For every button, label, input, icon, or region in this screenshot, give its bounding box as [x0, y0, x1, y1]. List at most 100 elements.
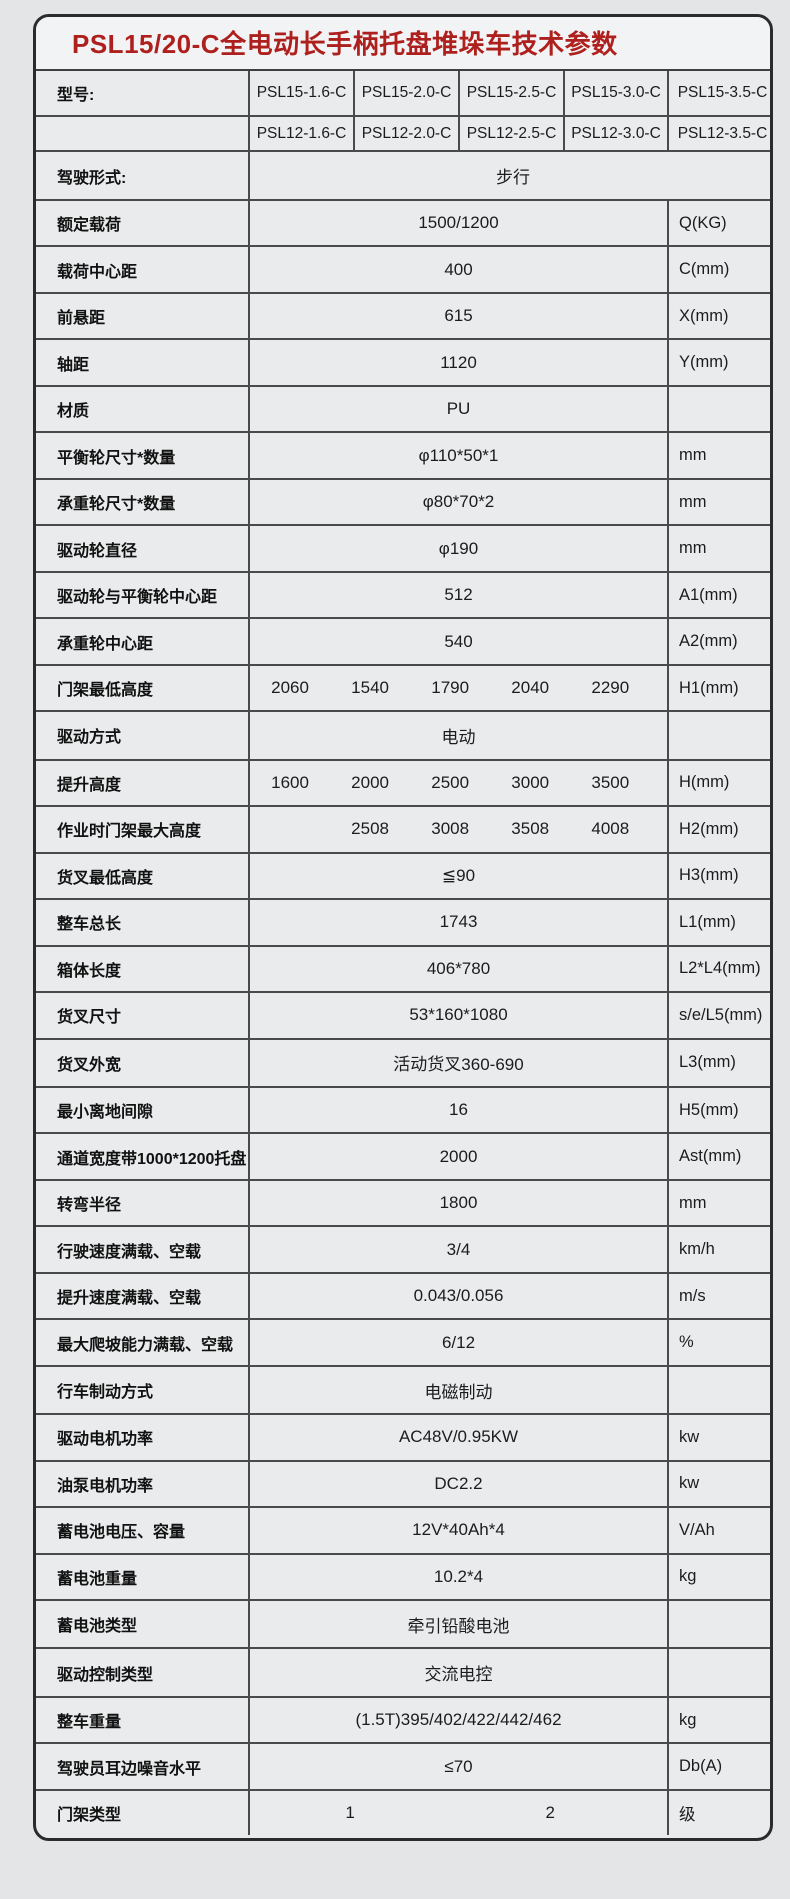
model-header-row-psl15: 型号: PSL15-1.6-C PSL15-2.0-C PSL15-2.5-C … [36, 71, 770, 117]
spec-row-front-overhang: 前悬距 615 X(mm) [36, 292, 770, 341]
spec-unit: Y(mm) [668, 339, 770, 387]
spec-subvalue: 2500 [431, 772, 470, 792]
spec-unit: mm [668, 525, 770, 573]
spec-value: 12V*40Ah*4 [249, 1507, 669, 1555]
model-name-cell: PSL12-2.0-C [354, 115, 460, 153]
spec-label: 整车总长 [36, 899, 250, 947]
spec-subvalue: 3508 [511, 819, 550, 839]
spec-unit: H5(mm) [668, 1086, 770, 1135]
spec-row-mast-min-height: 门架最低高度 2060 1540 1790 2040 2290 H1(mm) [36, 664, 770, 713]
spec-label: 门架最低高度 [36, 664, 250, 713]
spec-label: 驱动轮直径 [36, 525, 250, 573]
spec-value: 1500/1200 [249, 199, 669, 248]
spec-unit: L1(mm) [668, 899, 770, 947]
spec-value: 1800 [249, 1179, 669, 1228]
spec-values: 2508 3008 3508 4008 [249, 806, 669, 854]
spec-label: 最小离地间隙 [36, 1086, 250, 1135]
spec-subvalue: 2290 [591, 678, 630, 698]
spec-row-drive-control-type: 驱动控制类型 交流电控 [36, 1648, 770, 1698]
spec-label: 轴距 [36, 339, 250, 387]
spec-value: 6/12 [249, 1319, 669, 1367]
spec-label: 蓄电池重量 [36, 1553, 250, 1602]
spec-label: 货叉尺寸 [36, 992, 250, 1040]
spec-label: 载荷中心距 [36, 246, 250, 294]
spec-row-body-length: 箱体长度 406*780 L2*L4(mm) [36, 945, 770, 994]
spec-value: 10.2*4 [249, 1553, 669, 1602]
spec-row-gradeability: 最大爬坡能力满载、空载 6/12 % [36, 1319, 770, 1367]
spec-value: 3/4 [249, 1226, 669, 1274]
spec-label: 承重轮中心距 [36, 618, 250, 666]
spec-subvalue: 2060 [271, 678, 309, 698]
spec-label: 门架类型 [36, 1789, 250, 1835]
spec-unit: Ast(mm) [668, 1133, 770, 1181]
spec-unit: s/e/L5(mm) [668, 992, 770, 1040]
model-name-cell: PSL15-2.5-C [459, 71, 565, 117]
spec-row-turning-radius: 转弯半径 1800 mm [36, 1179, 770, 1228]
spec-unit: H2(mm) [668, 806, 770, 854]
spec-row-total-weight: 整车重量 (1.5T)395/402/422/442/462 kg [36, 1696, 770, 1745]
spec-row-material: 材质 PU [36, 385, 770, 434]
spec-value: (1.5T)395/402/422/442/462 [249, 1696, 669, 1745]
model-name-cell: PSL15-3.0-C [564, 71, 669, 117]
spec-subvalue: 3008 [431, 819, 470, 839]
spec-unit: mm [668, 478, 770, 527]
spec-unit: mm [668, 1179, 770, 1228]
spec-row-lift-speed: 提升速度满载、空载 0.043/0.056 m/s [36, 1272, 770, 1321]
spec-value: 1743 [249, 899, 669, 947]
model-name-cell: PSL12-3.5-C [668, 115, 770, 153]
spec-subvalue: 2 [545, 1802, 555, 1822]
spec-unit: H(mm) [668, 759, 770, 808]
spec-value: 电磁制动 [249, 1365, 669, 1416]
spec-unit: m/s [668, 1272, 770, 1321]
spec-label: 蓄电池电压、容量 [36, 1507, 250, 1555]
spec-value: ≤70 [249, 1743, 669, 1791]
spec-subvalue: 1 [345, 1802, 355, 1822]
spec-row-rated-load: 额定载荷 1500/1200 Q(KG) [36, 199, 770, 248]
spec-label: 作业时门架最大高度 [36, 806, 250, 854]
spec-row-drive-mode: 驾驶形式: 步行 [36, 151, 770, 201]
spec-unit: % [668, 1319, 770, 1367]
spec-label: 行车制动方式 [36, 1365, 250, 1416]
spec-row-battery-type: 蓄电池类型 牵引铅酸电池 [36, 1600, 770, 1650]
spec-label: 驱动轮与平衡轮中心距 [36, 571, 250, 620]
spec-label: 承重轮尺寸*数量 [36, 478, 250, 527]
spec-unit: L2*L4(mm) [668, 945, 770, 994]
model-header-row-psl12: PSL12-1.6-C PSL12-2.0-C PSL12-2.5-C PSL1… [36, 115, 770, 153]
spec-unit [668, 1648, 770, 1698]
spec-unit [668, 711, 770, 761]
spec-unit: 级 [679, 1805, 696, 1824]
spec-label: 通道宽度带1000*1200托盘 [36, 1133, 250, 1181]
spec-unit: L3(mm) [668, 1038, 770, 1088]
spec-row-mast-type: 门架类型 1 2 级 [36, 1789, 770, 1835]
spec-value: ≦90 [249, 852, 669, 901]
spec-values: 1600 2000 2500 3000 3500 [249, 759, 669, 808]
spec-row-pump-motor-power: 油泵电机功率 DC2.2 kw [36, 1460, 770, 1509]
spec-value: 400 [249, 246, 669, 294]
spec-label: 材质 [36, 385, 250, 434]
spec-unit: X(mm) [668, 292, 770, 341]
spec-value: 活动货叉360-690 [249, 1038, 669, 1088]
spec-label: 提升高度 [36, 759, 250, 808]
spec-value: 电动 [249, 711, 669, 761]
spec-row-overall-length: 整车总长 1743 L1(mm) [36, 899, 770, 947]
spec-value: 406*780 [249, 945, 669, 994]
spec-value: 步行 [249, 151, 770, 201]
spec-value: DC2.2 [249, 1460, 669, 1509]
spec-subvalue: 2000 [351, 772, 389, 792]
spec-subvalue: 2508 [351, 819, 389, 839]
model-name-cell: PSL12-2.5-C [459, 115, 565, 153]
spec-row-drive-type: 驱动方式 电动 [36, 711, 770, 761]
spec-value: φ190 [249, 525, 669, 573]
spec-unit [668, 385, 770, 434]
spec-value: 615 [249, 292, 669, 341]
spec-unit: A1(mm) [668, 571, 770, 620]
spec-subvalue: 3500 [591, 772, 630, 792]
spec-row-load-wheel-center: 承重轮中心距 540 A2(mm) [36, 618, 770, 666]
spec-unit: C(mm) [668, 246, 770, 294]
spec-subvalue: 1540 [351, 678, 389, 698]
spec-unit: H1(mm) [668, 664, 770, 713]
spec-row-lift-height: 提升高度 1600 2000 2500 3000 3500 H(mm) [36, 759, 770, 808]
model-name-cell: PSL15-3.5-C [668, 71, 770, 117]
spec-subvalue [250, 819, 330, 839]
spec-row-drive-wheel-dia: 驱动轮直径 φ190 mm [36, 525, 770, 573]
